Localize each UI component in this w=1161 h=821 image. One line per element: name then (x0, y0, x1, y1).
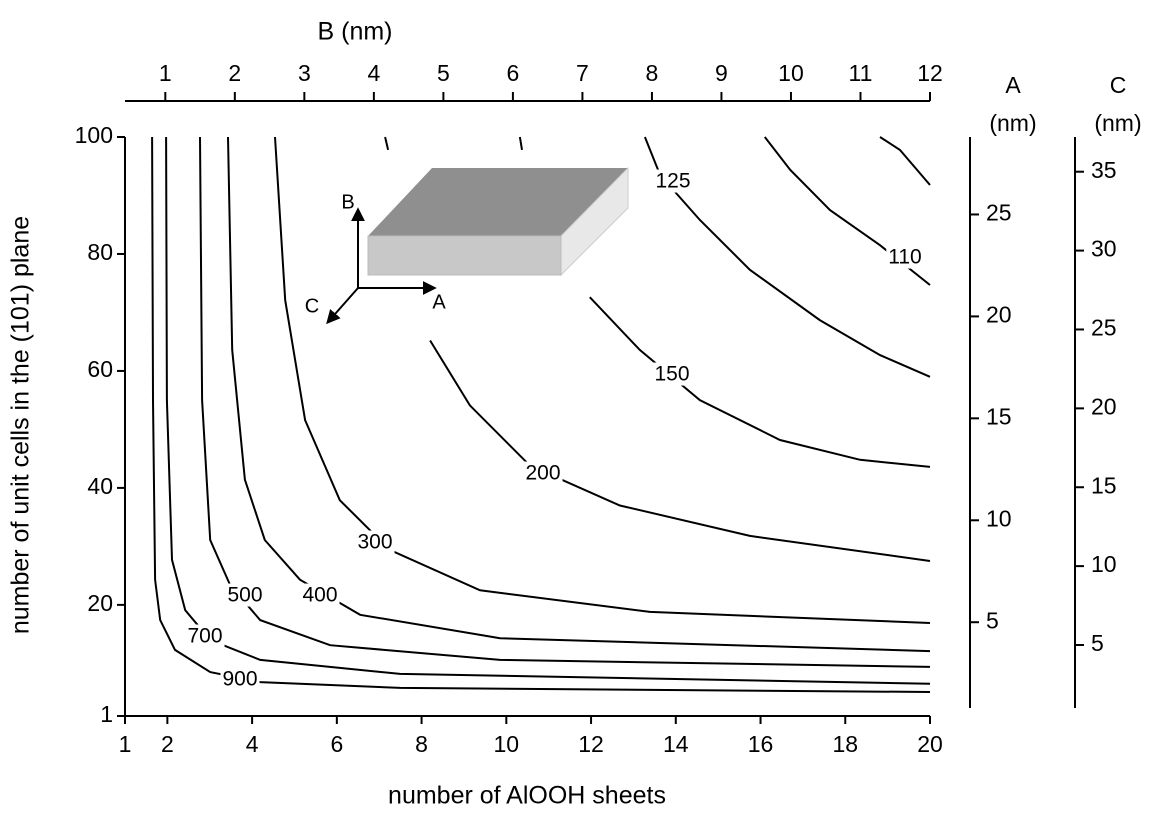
contour-line (274, 136, 931, 624)
x-tick-label: 1 (119, 731, 132, 757)
contour-label: 900 (222, 668, 257, 691)
contour-line (151, 136, 931, 693)
top-axis-title: B (nm) (318, 18, 393, 46)
top-tick-label: 8 (646, 60, 659, 86)
contour-label: 700 (187, 625, 222, 648)
x-tick-label: 20 (917, 731, 943, 757)
top-tick-label: 1 (159, 60, 172, 86)
inset-label: A (432, 291, 446, 313)
contour-label: 400 (302, 584, 337, 607)
contour-line (518, 136, 931, 468)
contour-label-bg (300, 583, 340, 607)
top-tick-label: 9 (715, 60, 728, 86)
top-tick-label: 11 (849, 60, 873, 86)
contour-label-bg (225, 583, 265, 607)
x-axis-title: number of AlOOH sheets (388, 782, 666, 810)
right-axis-title: C (1110, 72, 1127, 98)
right-axis-title: A (1005, 72, 1021, 98)
contour-label: 200 (525, 462, 560, 485)
x-tick-label: 8 (415, 731, 428, 757)
right-tick-label: 25 (986, 200, 1012, 226)
arrow-c (326, 287, 359, 325)
right-tick-label: 5 (1091, 630, 1104, 656)
y-tick-label: 80 (87, 239, 113, 265)
right-tick-label: 15 (986, 403, 1012, 429)
box-top (368, 168, 628, 236)
contour-label-bg (185, 624, 225, 648)
right-axis-title: (nm) (989, 110, 1036, 136)
contour-label: 125 (655, 170, 690, 193)
y-axis-title: number of unit cells in the (101) plane (7, 216, 35, 634)
right-tick-label: 20 (1091, 393, 1117, 419)
contour-label-bg (523, 461, 563, 485)
y-tick-label: 20 (87, 590, 113, 616)
right-tick-label: 20 (986, 301, 1012, 327)
contour-label: 300 (357, 531, 392, 554)
inset-label: B (341, 191, 354, 213)
top-tick-label: 5 (437, 60, 450, 86)
x-tick-label: 14 (663, 731, 689, 757)
top-tick-label: 3 (298, 60, 311, 86)
contour-label: 150 (654, 363, 689, 386)
x-tick-label: 2 (161, 731, 174, 757)
right-tick-label: 5 (986, 607, 999, 633)
right-tick-label: 10 (986, 505, 1012, 531)
x-tick-label: 4 (246, 731, 259, 757)
contour-label-bg (652, 362, 692, 386)
contour-label: 500 (227, 584, 262, 607)
contour-label-bg (653, 169, 693, 193)
box-front (367, 235, 562, 276)
right-tick-label: 10 (1091, 551, 1117, 577)
top-tick-label: 10 (778, 60, 804, 86)
y-tick-label: 40 (87, 473, 113, 499)
contour-label-bg (220, 667, 260, 691)
contour-label: 110 (888, 246, 921, 269)
inset: B C A (305, 166, 629, 325)
top-tick-label: 7 (576, 60, 589, 86)
top-tick-label: 2 (228, 60, 241, 86)
x-tick-label: 12 (578, 731, 604, 757)
y-tick-label: 100 (75, 122, 113, 148)
contour-label-bg (355, 530, 395, 554)
contour-line (227, 136, 931, 653)
right-tick-label: 25 (1091, 315, 1117, 341)
right-tick-label: 30 (1091, 236, 1117, 262)
right-tick-label: 35 (1091, 157, 1117, 183)
y-tick-label: 1 (100, 701, 113, 727)
right-axis-title: (nm) (1094, 110, 1141, 136)
top-tick-label: 12 (917, 60, 943, 86)
x-tick-label: 10 (494, 731, 520, 757)
contour-label-bg (886, 245, 924, 269)
top-tick-label: 4 (367, 60, 380, 86)
contour-line (879, 136, 931, 186)
contour-line (384, 136, 931, 562)
x-tick-label: 18 (832, 731, 858, 757)
y-tick-label: 60 (87, 356, 113, 382)
right-tick-label: 15 (1091, 472, 1117, 498)
x-tick-label: 6 (330, 731, 343, 757)
top-tick-label: 6 (507, 60, 520, 86)
inset-label: C (305, 295, 319, 317)
x-tick-label: 16 (748, 731, 774, 757)
